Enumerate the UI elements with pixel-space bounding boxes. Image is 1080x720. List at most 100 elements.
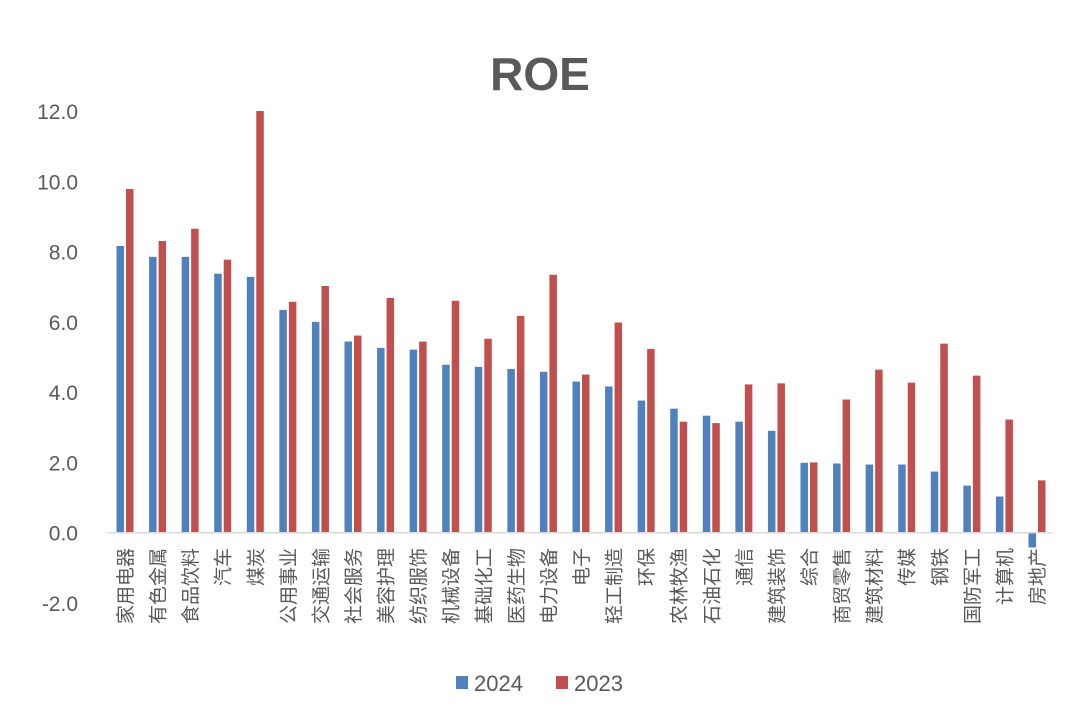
x-tick-label: 医药生物	[506, 548, 528, 624]
x-tick-label: 传媒	[897, 548, 919, 586]
bar-2023-28	[1038, 480, 1046, 533]
bar-2023-16	[647, 348, 655, 533]
bar-2023-27	[1005, 419, 1013, 533]
y-axis: 12.0 10.0 8.0 6.0 4.0 2.0 0.0 -2.0	[37, 101, 78, 616]
x-axis-labels: 家用电器 有色金属 食品饮料 汽车 煤炭 公用事业 交通运输 社会服务 美容护理 纺织服饰 机械设备…	[115, 548, 1049, 624]
bar-2024-6	[311, 321, 320, 533]
x-tick-label: 计算机	[994, 548, 1016, 605]
bar-2023-9	[419, 341, 427, 533]
bar-2023-20	[777, 383, 785, 533]
bar-2024-19	[735, 421, 743, 533]
x-tick-label: 钢铁	[929, 548, 951, 586]
x-tick-label: 有色金属	[148, 548, 170, 624]
bar-2023-19	[744, 384, 753, 533]
x-tick-label: 基础化工	[473, 548, 495, 624]
bar-2024-15	[605, 386, 613, 533]
x-tick-label: 美容护理	[376, 548, 398, 624]
bar-2024-1	[149, 256, 157, 533]
x-tick-label: 交通运输	[310, 548, 332, 624]
bar-2023-10	[451, 300, 460, 533]
bar-2023-22	[842, 399, 851, 533]
x-tick-label: 轻工制造	[604, 548, 626, 624]
bar-2024-4	[246, 276, 255, 533]
bar-2024-2	[181, 256, 190, 533]
bar-2023-2	[191, 228, 199, 533]
bar-2024-7	[344, 341, 352, 533]
chart-title: ROE	[490, 48, 590, 100]
bar-2023-11	[484, 338, 492, 533]
bar-2023-25	[940, 343, 948, 533]
bar-2024-12	[507, 368, 515, 533]
x-tick-label: 建筑材料	[864, 548, 886, 624]
x-tick-label: 通信	[734, 548, 756, 586]
bar-2023-24	[907, 382, 916, 533]
legend-swatch-2024	[456, 676, 468, 689]
x-tick-label: 电力设备	[538, 548, 560, 624]
y-tick-label: -2.0	[42, 593, 78, 616]
x-tick-label: 社会服务	[343, 548, 365, 624]
y-tick-label: 6.0	[49, 312, 78, 335]
y-tick-label: 10.0	[37, 171, 78, 194]
bar-2024-25	[930, 471, 939, 533]
bar-2024-17	[670, 408, 678, 533]
bar-2023-18	[712, 423, 720, 533]
bar-2024-8	[377, 347, 385, 533]
bar-2023-13	[549, 274, 557, 533]
bar-2023-6	[321, 286, 329, 533]
bar-2024-14	[572, 381, 580, 533]
x-tick-label: 农林牧渔	[669, 548, 691, 624]
bar-2023-14	[582, 374, 590, 533]
y-tick-label: 4.0	[49, 382, 78, 405]
bar-2023-23	[875, 369, 883, 533]
bar-2023-26	[972, 375, 981, 533]
bar-2023-1	[158, 241, 167, 533]
bar-2024-16	[637, 400, 646, 533]
legend-label-2024: 2024	[474, 671, 523, 696]
bar-2024-20	[767, 430, 776, 533]
bar-2024-22	[833, 463, 841, 533]
bar-2024-27	[995, 496, 1004, 533]
x-tick-label: 电子	[571, 548, 593, 586]
x-tick-label: 纺织服饰	[408, 548, 430, 624]
y-tick-label: 2.0	[49, 452, 78, 475]
bar-2024-23	[865, 464, 874, 533]
bar-2024-28	[1028, 532, 1036, 548]
bar-2024-9	[409, 349, 418, 533]
bar-2024-26	[963, 485, 971, 533]
bar-2023-15	[614, 322, 623, 533]
bar-2024-5	[279, 309, 287, 533]
bar-2024-11	[474, 366, 483, 533]
bar-2023-12	[516, 315, 525, 533]
x-tick-label: 房地产	[1027, 548, 1049, 605]
bar-2023-8	[386, 297, 395, 533]
bar-2024-21	[800, 462, 808, 533]
legend-swatch-2023	[556, 676, 568, 689]
legend: 2024 2023	[456, 671, 623, 696]
y-tick-label: 12.0	[37, 101, 78, 124]
bar-2023-5	[288, 301, 297, 533]
x-tick-label: 国防军工	[962, 548, 984, 624]
bar-2023-7	[354, 335, 362, 533]
y-tick-label: 8.0	[49, 242, 78, 265]
x-tick-label: 石油石化	[701, 548, 723, 624]
bar-2024-10	[442, 364, 450, 533]
x-tick-label: 汽车	[213, 548, 235, 586]
bar-2023-21	[810, 462, 818, 533]
x-tick-label: 商贸零售	[832, 548, 854, 624]
x-tick-label: 公用事业	[278, 548, 300, 624]
bar-2023-3	[223, 259, 232, 533]
bar-2023-4	[256, 111, 264, 533]
bars	[116, 111, 1046, 548]
x-tick-label: 机械设备	[441, 548, 463, 624]
bar-2024-0	[116, 245, 124, 533]
bar-2023-0	[126, 189, 134, 533]
x-tick-label: 家用电器	[115, 548, 137, 624]
bar-2024-18	[702, 415, 711, 533]
x-tick-label: 食品饮料	[180, 548, 202, 624]
x-tick-label: 煤炭	[245, 548, 267, 586]
bar-2023-17	[679, 421, 688, 533]
bar-2024-13	[539, 371, 548, 533]
legend-label-2023: 2023	[574, 671, 623, 696]
x-tick-label: 环保	[636, 548, 658, 586]
